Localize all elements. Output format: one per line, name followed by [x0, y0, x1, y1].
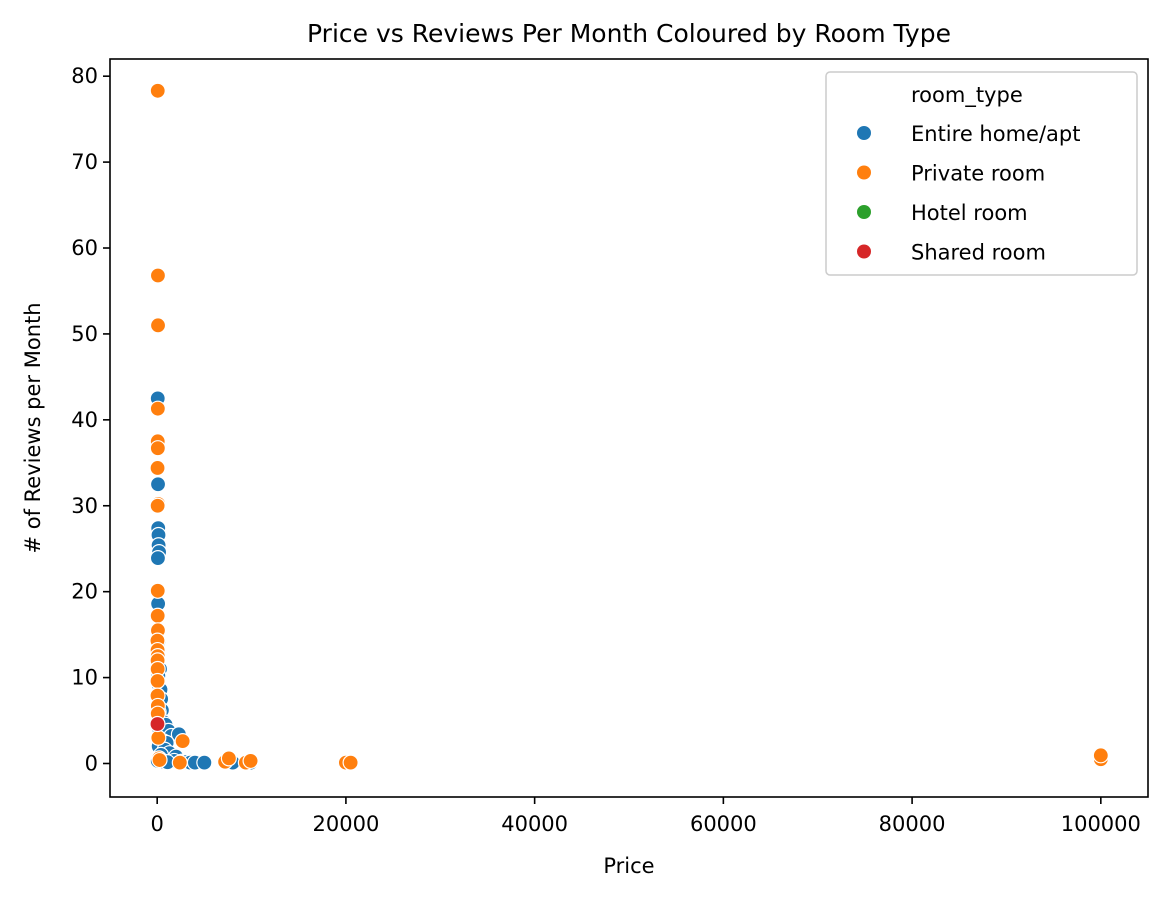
y-tick-label: 40 — [71, 408, 98, 432]
x-tick-label: 40000 — [501, 812, 568, 836]
legend-box — [825, 71, 1138, 276]
x-tick-label: 20000 — [313, 812, 380, 836]
legend-title: room_type — [911, 83, 1023, 108]
data-point — [149, 550, 167, 567]
data-point — [149, 672, 166, 690]
legend-label: Entire home/apt — [911, 122, 1080, 146]
data-point — [220, 750, 237, 767]
data-point — [1092, 747, 1109, 764]
y-axis-title: # of Reviews per Month — [21, 302, 45, 553]
data-point — [151, 751, 168, 769]
data-point — [149, 267, 167, 284]
data-point — [149, 715, 166, 733]
data-point — [149, 82, 166, 99]
data-point — [149, 400, 166, 417]
legend-marker — [857, 244, 871, 259]
y-tick-label: 50 — [71, 322, 98, 346]
data-point — [242, 752, 259, 770]
data-point — [149, 476, 167, 493]
x-tick-label: 100000 — [1061, 812, 1141, 836]
plot-area — [149, 82, 1109, 771]
y-tick-label: 30 — [71, 494, 98, 518]
y-tick-label: 70 — [71, 150, 98, 174]
data-point — [171, 754, 188, 771]
legend-marker — [857, 126, 871, 140]
data-point — [342, 754, 359, 771]
y-tick-label: 60 — [71, 236, 98, 260]
x-axis-title: Price — [603, 854, 654, 878]
x-axis-ticks: 0 20000 40000 60000 80000 100000 — [150, 797, 1141, 836]
legend-label: Hotel room — [911, 201, 1028, 225]
data-point — [174, 733, 191, 750]
data-point — [149, 607, 166, 624]
y-axis-ticks: 0 10 20 30 40 50 60 70 80 — [71, 64, 110, 775]
y-tick-label: 20 — [71, 580, 98, 604]
data-point — [149, 440, 166, 457]
data-point — [149, 317, 167, 334]
y-tick-label: 80 — [71, 64, 98, 88]
legend: room_type Entire home/apt Private room Hot… — [825, 71, 1138, 276]
legend-marker — [857, 205, 871, 219]
data-point — [149, 497, 166, 514]
chart-title: Price vs Reviews Per Month Coloured by R… — [307, 19, 951, 48]
legend-marker — [857, 165, 871, 180]
x-tick-label: 80000 — [879, 812, 946, 836]
plot-frame — [109, 58, 1149, 798]
legend-label: Shared room — [911, 241, 1046, 265]
data-point — [150, 729, 167, 746]
data-point — [149, 582, 166, 599]
legend-label: Private room — [911, 162, 1045, 186]
x-tick-label: 60000 — [690, 812, 757, 836]
y-tick-label: 10 — [71, 666, 98, 690]
data-point — [196, 754, 213, 771]
y-tick-label: 0 — [85, 751, 98, 775]
x-tick-label: 0 — [150, 812, 163, 836]
data-point — [149, 459, 166, 477]
